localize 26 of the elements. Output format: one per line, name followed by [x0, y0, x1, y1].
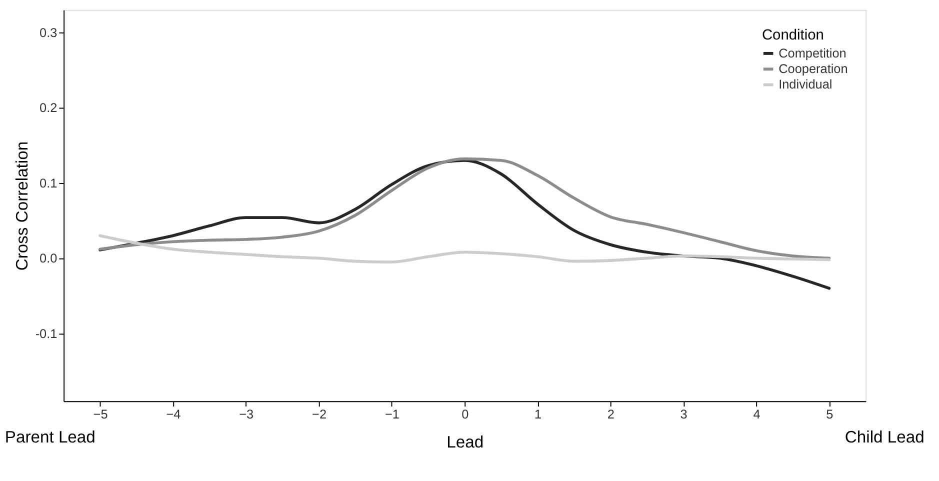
legend-label: Competition [778, 45, 846, 60]
line-series [98, 157, 831, 260]
x-tick-label: −1 [384, 406, 400, 422]
x-tick-label: −2 [312, 406, 327, 422]
legend-title: Condition [762, 27, 824, 44]
x-tick-label: 5 [826, 406, 834, 422]
y-tick-label: -0.1 [35, 326, 58, 341]
x-tick-label: −4 [166, 406, 181, 422]
text: Parent Lead [4, 427, 96, 446]
x-tick-label: 0 [462, 406, 469, 422]
x-tick-label: 3 [680, 406, 688, 422]
y-axis-title: Cross Correlation [12, 141, 32, 271]
y-tick-label: 0.1 [40, 175, 58, 190]
text: Child Lead [844, 427, 924, 446]
line-series [98, 234, 831, 264]
x-axis-title: Lead [446, 432, 484, 452]
legend-label: Individual [778, 76, 832, 92]
legend-label: Cooperation [778, 61, 848, 76]
x-tick-label: 1 [534, 406, 542, 422]
y-tick-label: 0.3 [40, 24, 58, 40]
y-tick-label: 0.0 [40, 250, 58, 266]
x-tick-label: 4 [753, 406, 760, 422]
x-tick-label: 2 [607, 406, 614, 422]
x-tick-label: −3 [239, 406, 254, 422]
y-tick-label: 0.2 [40, 100, 58, 116]
x-tick-label: −5 [93, 406, 108, 422]
